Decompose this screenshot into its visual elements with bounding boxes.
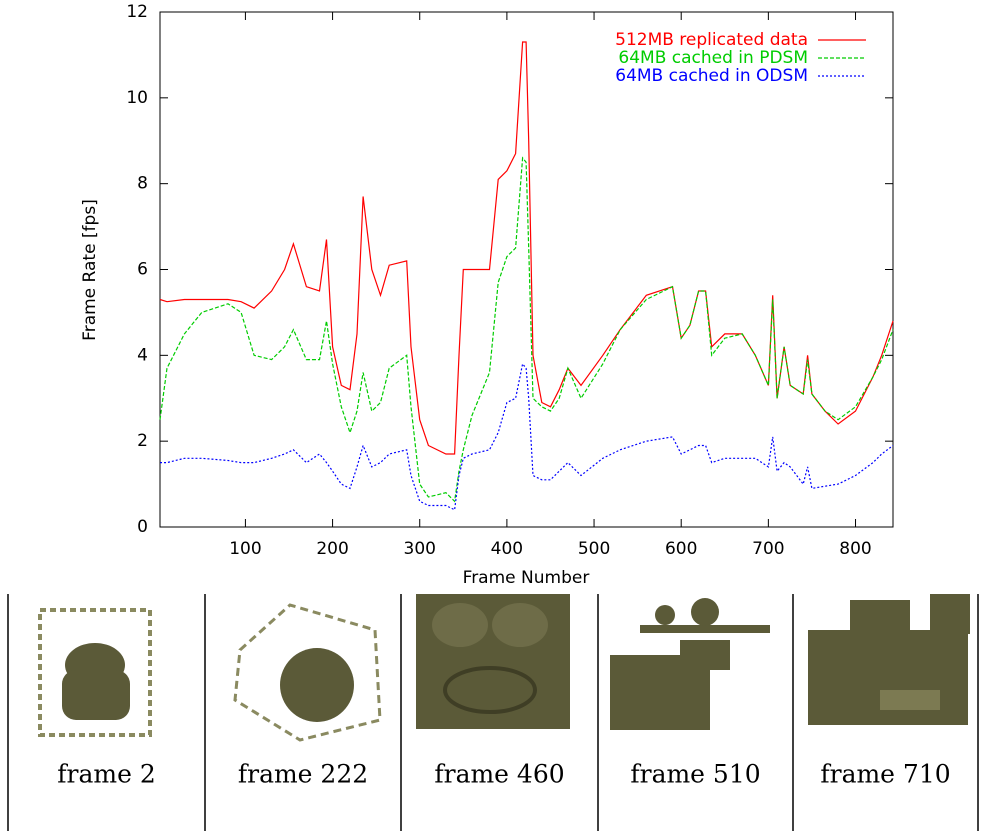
frame-images xyxy=(40,594,970,740)
x-tick-label: 500 xyxy=(578,539,610,559)
plot-frame xyxy=(160,12,893,527)
y-tick-label: 2 xyxy=(137,431,148,451)
legend-label: 512MB replicated data xyxy=(615,30,808,50)
x-tick-label: 700 xyxy=(752,539,784,559)
x-tick-label: 200 xyxy=(316,539,348,559)
x-tick-label: 300 xyxy=(404,539,436,559)
y-tick-label: 10 xyxy=(126,88,148,108)
legend-label: 64MB cached in ODSM xyxy=(615,66,808,86)
x-tick-label: 400 xyxy=(491,539,523,559)
series-line xyxy=(160,364,893,510)
x-tick-label: 800 xyxy=(839,539,871,559)
image-frame-510 xyxy=(610,598,770,730)
x-tick-label: 600 xyxy=(665,539,697,559)
x-tick-label: 100 xyxy=(229,539,261,559)
y-tick-label: 4 xyxy=(137,345,148,365)
image-frame-460 xyxy=(416,594,570,729)
image-frame-710 xyxy=(808,594,970,725)
y-tick-label: 0 xyxy=(137,517,148,537)
frame-caption: frame 510 xyxy=(630,760,760,789)
frame-caption: frame 710 xyxy=(820,760,950,789)
figure: Frame Number Frame Rate [fps] xyxy=(0,0,984,831)
series-line xyxy=(160,42,893,454)
frame-caption: frame 460 xyxy=(434,760,564,789)
image-frame-222 xyxy=(235,605,380,740)
y-axis-label: Frame Rate [fps] xyxy=(80,199,100,341)
y-tick-label: 6 xyxy=(137,260,148,280)
frame-caption: frame 2 xyxy=(57,760,155,789)
image-frame-2 xyxy=(40,610,150,735)
y-tick-label: 12 xyxy=(126,2,148,22)
series-line xyxy=(160,158,893,501)
y-tick-label: 8 xyxy=(137,174,148,194)
frame-caption: frame 222 xyxy=(238,760,368,789)
x-axis-label: Frame Number xyxy=(463,568,590,588)
legend-label: 64MB cached in PDSM xyxy=(618,48,808,68)
